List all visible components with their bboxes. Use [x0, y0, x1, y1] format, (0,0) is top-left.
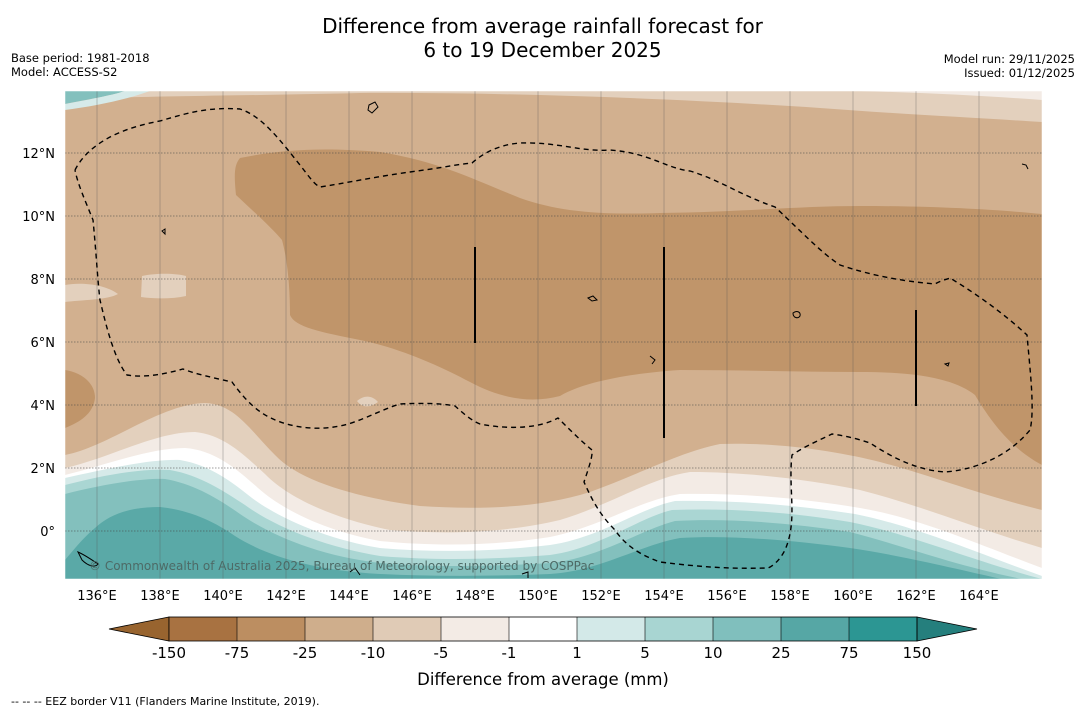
colorbar-swatch [305, 617, 373, 641]
colorbar-label: 150 [903, 644, 932, 662]
patch-dry-light-west [65, 283, 118, 302]
colorbar-swatch [645, 617, 713, 641]
lon-label: 154°E [644, 589, 684, 604]
rainfall-anomaly-map: © Commonwealth of Australia 2025, Bureau… [65, 91, 1042, 579]
lon-label: 140°E [203, 589, 243, 604]
patch-dry-light-8n [141, 273, 186, 299]
eez-border-palau-fsm-west [74, 107, 1033, 569]
issued-date: Issued: 01/12/2025 [964, 66, 1075, 80]
colorbar-label: 75 [839, 644, 858, 662]
colorbar-labels: -150 -75 -25 -10 -5 -1 1 5 10 25 75 150 [152, 644, 931, 662]
patch-wet-nw [65, 91, 125, 104]
colorbar-label: -5 [434, 644, 449, 662]
lon-label: 146°E [392, 589, 432, 604]
island-ne [1021, 163, 1029, 170]
colorbar-swatch [577, 617, 645, 641]
island-png-2 [349, 567, 361, 576]
lon-label: 150°E [518, 589, 558, 604]
copyright-text: © Commonwealth of Australia 2025, Bureau… [89, 559, 594, 573]
lon-label: 138°E [140, 589, 180, 604]
colorbar-arrow-right [916, 616, 978, 642]
lon-label: 164°E [959, 589, 999, 604]
lon-label: 142°E [266, 589, 306, 604]
colorbar-label: 5 [640, 644, 650, 662]
meta-left: Base period: 1981-2018 Model: ACCESS-S2 [11, 51, 150, 79]
colorbar-arrow-left [108, 616, 170, 642]
lat-label: 12°N [22, 147, 55, 162]
lat-label: 10°N [22, 210, 55, 225]
band-dry-faint-top [860, 91, 1042, 100]
title-line-2: 6 to 19 December 2025 [423, 38, 662, 62]
footnote: -- -- -- EEZ border V11 (Flanders Marine… [11, 695, 320, 708]
colorbar-swatch [237, 617, 305, 641]
island-small-1 [161, 228, 166, 236]
lon-label: 158°E [770, 589, 810, 604]
colorbar-label: -1 [502, 644, 517, 662]
island-east-6n [792, 311, 801, 319]
island-small-2 [586, 295, 599, 302]
lat-label: 4°N [31, 399, 56, 414]
lon-label: 162°E [896, 589, 936, 604]
gridlines [96, 91, 980, 579]
lon-labels: 136°E 138°E 140°E 142°E 144°E 146°E 148°… [77, 589, 999, 604]
colorbar-dividers [236, 617, 850, 641]
lat-labels: 12°N 10°N 8°N 6°N 4°N 2°N 0° [22, 147, 55, 540]
vertical-markers [474, 247, 917, 438]
colorbar-title: Difference from average (mm) [417, 670, 669, 689]
lon-label: 144°E [329, 589, 369, 604]
colorbar-label: -10 [361, 644, 386, 662]
island-png-3 [521, 571, 529, 578]
region-dry-strong [234, 149, 1042, 465]
island-north [367, 101, 379, 114]
colorbar-swatch [441, 617, 509, 641]
lat-label: 8°N [31, 273, 56, 288]
colorbar-swatch [713, 617, 781, 641]
colorbar-label: -25 [293, 644, 318, 662]
island-small-3 [943, 362, 950, 367]
title-line-1: Difference from average rainfall forecas… [322, 14, 763, 38]
colorbar-swatch [781, 617, 849, 641]
lat-label: 6°N [31, 336, 56, 351]
colorbar-label: -150 [152, 644, 186, 662]
patch-dry-light-4n [357, 396, 378, 407]
region-dry-strong-west [65, 370, 95, 428]
patch-wet-nw-light [65, 91, 150, 110]
colorbar-label: -75 [225, 644, 250, 662]
band-dry-light-top [65, 91, 1042, 122]
lon-label: 156°E [707, 589, 747, 604]
model-run: Model run: 29/11/2025 [943, 52, 1075, 66]
lon-label: 136°E [77, 589, 117, 604]
colorbar-label: 1 [572, 644, 582, 662]
colorbar-swatch [373, 617, 441, 641]
colorbar: -150 -75 -25 -10 -5 -1 1 5 10 25 75 150 … [108, 616, 978, 689]
parallels [65, 152, 1042, 532]
colorbar-label: 10 [703, 644, 722, 662]
colorbar-swatch [509, 617, 577, 641]
lon-label: 152°E [581, 589, 621, 604]
colorbar-label: 25 [771, 644, 790, 662]
model-name: Model: ACCESS-S2 [11, 65, 118, 79]
colorbar-outline [168, 616, 918, 642]
map-frame [64, 90, 1043, 580]
chart-title: Difference from average rainfall forecas… [0, 14, 1085, 62]
lat-label: 0° [40, 525, 55, 540]
islands [76, 101, 1029, 578]
lat-label: 2°N [31, 462, 56, 477]
island-small-4 [649, 355, 656, 365]
lon-label: 148°E [455, 589, 495, 604]
island-png [76, 551, 99, 567]
colorbar-swatch [169, 617, 237, 641]
colorbar-swatch [849, 617, 917, 641]
base-period: Base period: 1981-2018 [11, 51, 150, 65]
meta-right: Model run: 29/11/2025 Issued: 01/12/2025 [944, 52, 1075, 80]
lon-label: 160°E [833, 589, 873, 604]
band-wet-strong [65, 507, 1002, 579]
eez-borders [74, 107, 1033, 569]
